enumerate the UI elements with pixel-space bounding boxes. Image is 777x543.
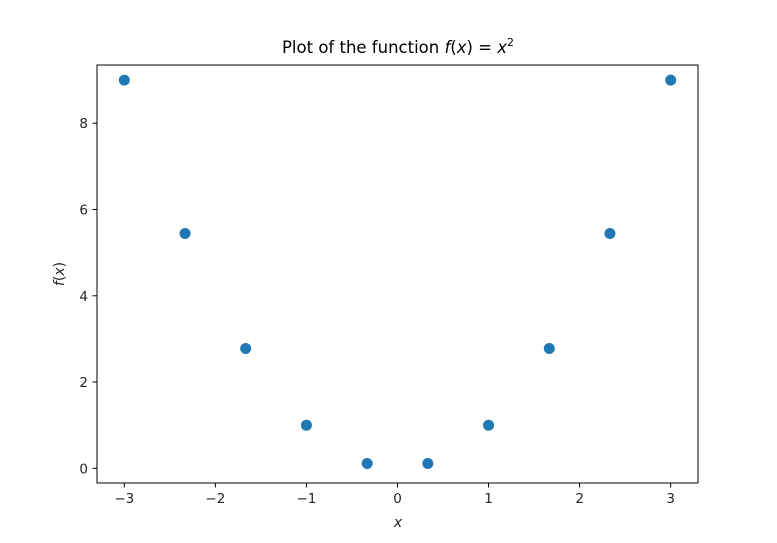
y-tick-label: 6 (79, 203, 88, 219)
data-point (422, 458, 434, 470)
x-tick-label: 1 (484, 491, 493, 507)
data-point (240, 342, 252, 354)
chart-title-text: Plot of the function (282, 38, 444, 57)
chart-title-func: f (444, 38, 452, 57)
y-tick-label: 0 (79, 461, 88, 477)
y-axis-label-var: x (52, 267, 68, 277)
data-points (118, 74, 677, 470)
y-ticks: 0 2 4 6 8 (79, 116, 97, 477)
x-axis-label: x (393, 515, 403, 531)
y-axis-label-func: f (52, 279, 68, 286)
data-point (361, 458, 373, 470)
data-point (179, 227, 191, 239)
data-point (665, 74, 677, 86)
data-point (543, 342, 555, 354)
data-point (300, 419, 312, 431)
y-tick-label: 8 (79, 116, 88, 132)
y-tick-label: 4 (79, 289, 88, 305)
axes-frame (96, 64, 699, 484)
chart-title: Plot of the function f(x) = x2 (282, 36, 514, 57)
data-point (483, 419, 495, 431)
chart-title-var: x (456, 38, 467, 57)
y-tick-label: 2 (79, 375, 88, 391)
y-axis-label-close: ) (52, 262, 68, 267)
x-tick-label: −2 (205, 491, 225, 507)
y-axis-label: f(x) (52, 262, 68, 286)
chart-title-close: ) = (466, 38, 497, 57)
x-tick-label: 2 (575, 491, 584, 507)
x-tick-label: −3 (114, 491, 134, 507)
chart-title-exponent: 2 (507, 36, 514, 49)
x-ticks: −3 −2 −1 0 1 2 3 (114, 483, 675, 507)
chart-title-open: ( (450, 38, 456, 57)
x-tick-label: 0 (393, 491, 402, 507)
chart-title-base: x (496, 38, 507, 57)
x-tick-label: 3 (666, 491, 675, 507)
y-axis-label-open: ( (52, 276, 68, 281)
data-point (118, 74, 130, 86)
x-tick-label: −1 (296, 491, 316, 507)
data-point (604, 227, 616, 239)
